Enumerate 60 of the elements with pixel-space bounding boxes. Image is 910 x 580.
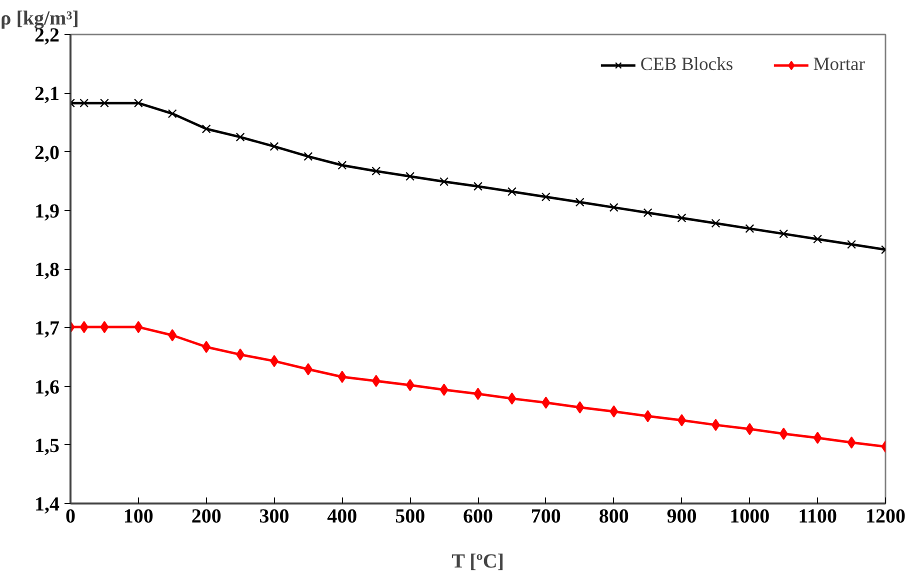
point	[168, 329, 177, 342]
point	[609, 202, 618, 212]
point	[507, 187, 516, 196]
point	[270, 142, 279, 151]
point	[304, 363, 312, 376]
x-tick-label: 1000	[730, 506, 770, 528]
point	[813, 234, 822, 244]
y-tick-label: 1,9	[34, 200, 60, 222]
y-tick-label: 1,6	[34, 376, 60, 398]
x-tick-label: 700	[530, 506, 561, 528]
x-tick-label: 1100	[798, 506, 838, 528]
point	[372, 166, 381, 176]
point	[474, 388, 482, 400]
point	[338, 370, 346, 383]
x-tick-label: 600	[463, 506, 493, 528]
point	[406, 172, 415, 181]
y-tick-label: 2,1	[34, 83, 60, 106]
y-tick-label: 1,5	[34, 434, 60, 457]
point	[575, 198, 584, 207]
y-tick-label: 1,7	[34, 318, 60, 340]
legend-label: CEB Blocks	[640, 54, 734, 76]
y-tick-label: 1,8	[34, 259, 60, 281]
point	[813, 432, 822, 444]
x-tick-label: 200	[191, 506, 222, 528]
point	[304, 152, 313, 161]
x-tick-label: 900	[666, 506, 697, 528]
point	[541, 192, 550, 202]
point	[677, 214, 686, 222]
point	[779, 229, 788, 238]
point	[677, 414, 686, 426]
x-tick-label: 100	[123, 506, 154, 528]
point	[236, 132, 245, 142]
x-axis-title: T [ºC]	[452, 550, 504, 572]
point	[474, 182, 482, 191]
point	[644, 410, 652, 422]
point	[202, 124, 211, 134]
point	[779, 428, 788, 440]
x-tick-label: 800	[598, 506, 629, 528]
point	[440, 177, 449, 186]
point	[270, 354, 279, 368]
x-tick-label: 500	[395, 506, 426, 528]
point	[745, 224, 754, 234]
point	[542, 396, 550, 409]
point	[80, 98, 89, 108]
point	[338, 160, 347, 170]
y-tick-label: 2,0	[34, 142, 60, 164]
point	[134, 98, 143, 108]
point	[440, 384, 448, 396]
point	[100, 98, 109, 108]
x-tick-label: 400	[327, 506, 358, 528]
point	[643, 208, 652, 218]
point	[576, 401, 584, 414]
x-tick-label: 1200	[866, 506, 906, 528]
legend-label: Mortar	[813, 54, 865, 76]
x-tick-label: 0	[66, 506, 76, 528]
y-tick-label: 1,4	[34, 494, 60, 516]
x-tick-label: 300	[259, 506, 290, 528]
point	[711, 218, 720, 228]
point	[847, 240, 856, 249]
point	[168, 109, 177, 118]
